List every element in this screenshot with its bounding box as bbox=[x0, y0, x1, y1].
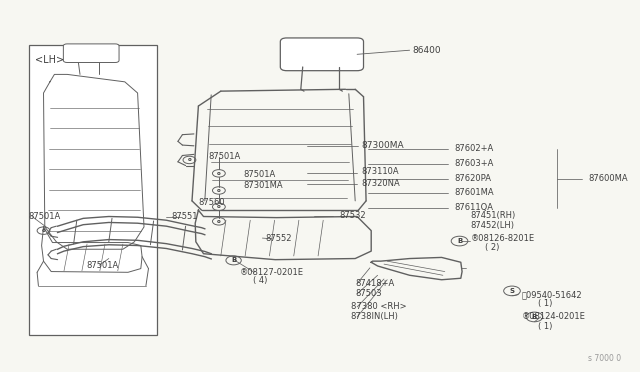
Text: ®08126-8201E: ®08126-8201E bbox=[470, 234, 534, 243]
Text: ®08124-0201E: ®08124-0201E bbox=[522, 312, 586, 321]
Text: 87532: 87532 bbox=[339, 211, 366, 220]
Text: 87501A: 87501A bbox=[208, 153, 240, 161]
Text: 87551: 87551 bbox=[172, 212, 198, 221]
Text: o: o bbox=[217, 204, 221, 209]
Text: ®08127-0201E: ®08127-0201E bbox=[240, 268, 304, 277]
Text: 87501A: 87501A bbox=[86, 261, 118, 270]
Text: ( 1): ( 1) bbox=[538, 299, 552, 308]
Text: 8738IN(LH): 8738IN(LH) bbox=[351, 312, 399, 321]
Text: 87320NA: 87320NA bbox=[362, 179, 401, 188]
Text: <LH>: <LH> bbox=[35, 55, 65, 64]
Text: 87300MA: 87300MA bbox=[362, 141, 404, 150]
Text: 86400: 86400 bbox=[413, 46, 442, 55]
Text: B: B bbox=[532, 314, 537, 320]
Text: 87451(RH): 87451(RH) bbox=[470, 211, 516, 220]
Text: B: B bbox=[457, 238, 462, 244]
Text: 87560: 87560 bbox=[198, 198, 225, 207]
Text: 87552: 87552 bbox=[266, 234, 292, 243]
Text: o: o bbox=[217, 171, 221, 176]
FancyBboxPatch shape bbox=[280, 38, 364, 71]
Text: s 7000 0: s 7000 0 bbox=[588, 355, 621, 363]
Text: o: o bbox=[217, 188, 221, 193]
Text: o: o bbox=[217, 219, 221, 224]
Text: ( 2): ( 2) bbox=[485, 243, 499, 252]
Text: 87600MA: 87600MA bbox=[589, 174, 628, 183]
Text: S: S bbox=[509, 288, 515, 294]
Text: Ⓢ09540-51642: Ⓢ09540-51642 bbox=[522, 290, 582, 299]
Text: 87452(LH): 87452(LH) bbox=[470, 221, 515, 230]
FancyBboxPatch shape bbox=[29, 45, 157, 335]
Text: o: o bbox=[42, 228, 45, 233]
Text: 87418+A: 87418+A bbox=[355, 279, 394, 288]
Text: 87611QA: 87611QA bbox=[454, 203, 493, 212]
Text: 87380 <RH>: 87380 <RH> bbox=[351, 302, 406, 311]
Text: ( 4): ( 4) bbox=[253, 276, 267, 285]
Text: 87503: 87503 bbox=[355, 289, 382, 298]
Text: 873110A: 873110A bbox=[362, 167, 399, 176]
Text: 87620PA: 87620PA bbox=[454, 174, 492, 183]
FancyBboxPatch shape bbox=[63, 44, 119, 62]
Text: 87603+A: 87603+A bbox=[454, 159, 494, 168]
Text: 87602+A: 87602+A bbox=[454, 144, 493, 153]
Text: 87501A: 87501A bbox=[243, 170, 275, 179]
Text: B: B bbox=[231, 257, 236, 263]
Text: o: o bbox=[188, 157, 191, 163]
Text: 87501A: 87501A bbox=[29, 212, 61, 221]
Text: 87301MA: 87301MA bbox=[243, 182, 283, 190]
Text: 87601MA: 87601MA bbox=[454, 188, 494, 197]
Text: ( 1): ( 1) bbox=[538, 322, 552, 331]
